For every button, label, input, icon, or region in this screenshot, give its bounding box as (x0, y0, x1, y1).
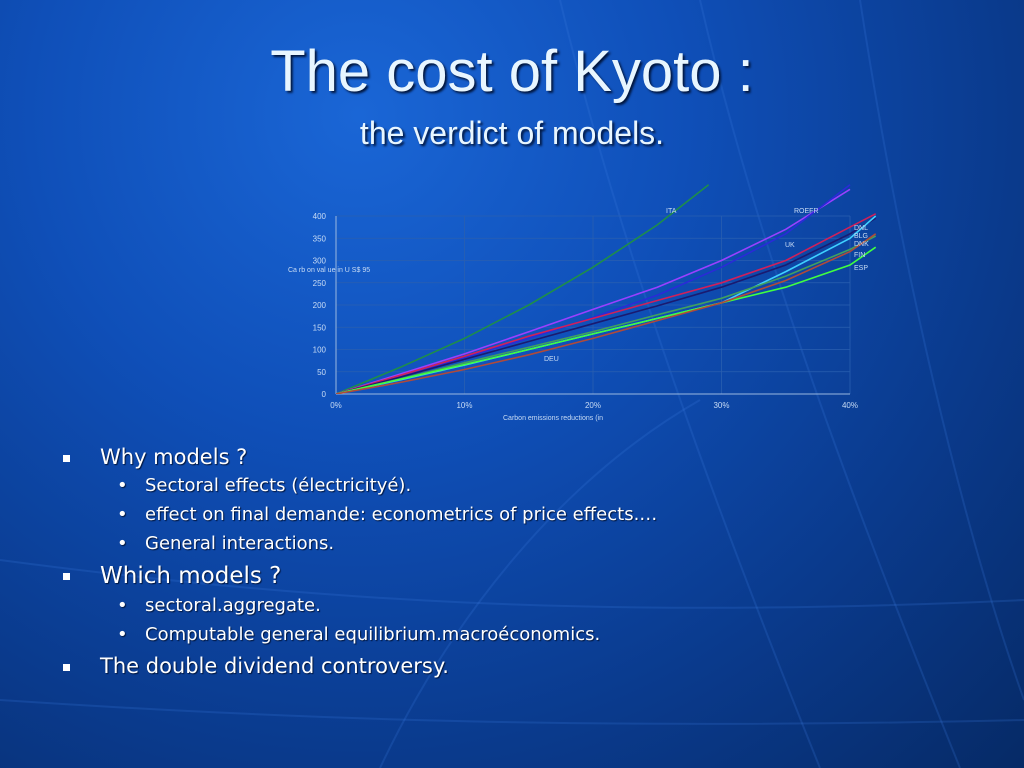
sub-bullet-item: • effect on final demande: econometrics o… (60, 503, 960, 527)
dot-bullet-icon: • (117, 475, 128, 496)
bullet-item: Why models ? (60, 443, 960, 471)
series-line-ita (336, 184, 710, 394)
series-label: DNL (854, 225, 868, 232)
series-line-deu (336, 233, 877, 394)
bullet-text: Why models ? (100, 445, 248, 469)
sub-bullet-text: Sectoral effects (électricityé). (145, 475, 412, 496)
square-bullet-icon (63, 664, 70, 671)
bullet-text: The double dividend controversy. (100, 654, 449, 678)
series-label: ESP (854, 265, 868, 272)
sub-bullet-item: • sectoral.aggregate. (60, 594, 960, 618)
dot-bullet-icon: • (117, 595, 128, 616)
sub-bullet-text: General interactions. (145, 533, 335, 554)
series-line-esp (336, 246, 877, 394)
bullet-text: Which models ? (100, 563, 282, 589)
square-bullet-icon (63, 573, 70, 580)
bullet-item: The double dividend controversy. (60, 652, 960, 680)
y-axis-label: Ca rb on val ue in U S$ 95 (288, 267, 370, 274)
line-chart: 0 50 100 150 200 250 300 350 400 0% 10% 20% 30% 40% Ca… (288, 184, 877, 422)
x-tick-label: 40% (842, 401, 858, 410)
series-line-dnl (336, 213, 877, 394)
y-tick-label: 400 (313, 212, 327, 221)
dot-bullet-icon: • (117, 624, 128, 645)
y-tick-label: 100 (313, 346, 327, 355)
dot-bullet-icon: • (117, 504, 128, 525)
x-axis-label: Carbon emissions reductions (in (503, 415, 603, 422)
series-line-fin (336, 235, 877, 394)
y-tick-label: 200 (313, 301, 327, 310)
series-line-blg (336, 217, 877, 394)
series-label: ITA (666, 208, 677, 215)
slide-title: The cost of Kyoto : (270, 39, 754, 104)
y-tick-label: 300 (313, 257, 327, 266)
bullet-item: Which models ? (60, 561, 960, 591)
series-label: FIN (854, 252, 865, 259)
y-tick-label: 350 (313, 234, 327, 243)
bullet-list: Why models ? • Sectoral effects (électrici… (60, 443, 960, 683)
series-label: DNK (854, 241, 869, 248)
sub-bullet-text: Computable general equilibrium.macroécon… (145, 624, 601, 645)
series-label: BLG (854, 233, 868, 240)
y-tick-label: 150 (313, 323, 327, 332)
series-label: UK (785, 242, 795, 249)
x-tick-label: 30% (713, 401, 729, 410)
sub-bullet-item: • Computable general equilibrium.macroéco… (60, 623, 960, 647)
series-line-roefr (336, 188, 851, 394)
series-line-uk (336, 184, 851, 394)
sub-bullet-text: effect on final demande: econometrics of… (145, 504, 658, 525)
y-tick-label: 250 (313, 279, 327, 288)
sub-bullet-item: • Sectoral effects (électricityé). (60, 474, 960, 498)
x-tick-label: 20% (585, 401, 601, 410)
y-tick-label: 0 (322, 390, 327, 399)
sub-bullet-item: • General interactions. (60, 532, 960, 556)
square-bullet-icon (63, 455, 70, 462)
sub-bullet-text: sectoral.aggregate. (145, 595, 321, 616)
series-label: DEU (544, 356, 559, 363)
dot-bullet-icon: • (117, 533, 128, 554)
x-tick-label: 10% (456, 401, 472, 410)
series-label: ROEFR (794, 208, 819, 215)
y-tick-label: 50 (317, 368, 326, 377)
x-tick-label: 0% (330, 401, 342, 410)
slide-subtitle: the verdict of models. (359, 115, 665, 151)
